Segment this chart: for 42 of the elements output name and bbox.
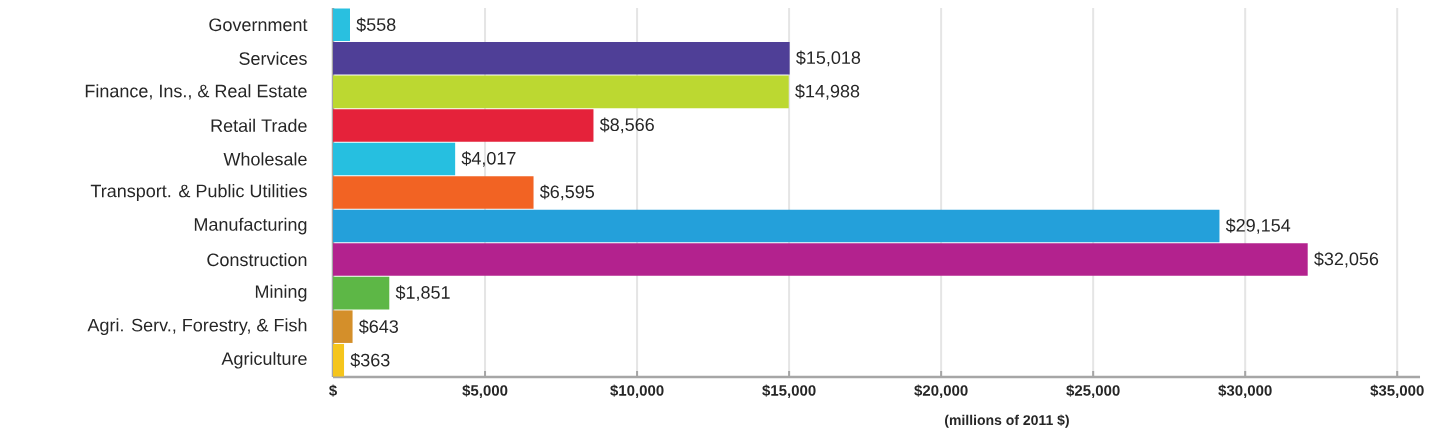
x-tick-label: $15,000	[762, 384, 816, 398]
x-tick-label: $30,000	[1218, 384, 1272, 398]
bar	[333, 8, 350, 42]
data-label: $29,154	[1225, 218, 1291, 234]
data-label: $643	[358, 319, 399, 334]
y-tick-label: Retail Trade	[211, 118, 307, 133]
y-tick-label: Finance, Ins., & Real Estate	[85, 84, 307, 100]
data-label: $6,595	[539, 184, 595, 201]
y-tick-label: Transport. & Public Utilities	[90, 184, 307, 201]
data-label: $558	[356, 17, 396, 33]
bar	[333, 42, 790, 75]
x-tick-label: $10,000	[610, 384, 664, 398]
y-tick-label: Government	[209, 18, 308, 32]
bar	[333, 109, 594, 142]
bar	[333, 75, 789, 109]
data-label: $4,017	[461, 151, 516, 167]
data-label: $15,018	[796, 50, 861, 67]
bar	[333, 176, 534, 209]
x-tick-label: $20,000	[914, 384, 968, 398]
y-tick-label: Services	[239, 51, 307, 65]
y-tick-label: Agri. Serv., Forestry, & Fish	[87, 318, 307, 336]
x-tick-label: $	[329, 384, 337, 397]
x-tick-label: $35,000	[1370, 384, 1424, 398]
x-tick-label: $25,000	[1066, 384, 1120, 398]
bar	[333, 142, 456, 176]
data-label: $8,566	[599, 117, 654, 134]
data-label: $363	[350, 352, 390, 368]
y-tick-label: Construction	[207, 252, 307, 267]
bar	[333, 209, 1220, 243]
bar	[333, 276, 390, 310]
data-label: $1,851	[395, 285, 450, 301]
data-label: $32,056	[1314, 251, 1379, 268]
y-tick-label: Manufacturing	[194, 217, 307, 235]
bar	[333, 343, 345, 377]
x-axis-title: (millions of 2011 $)	[945, 414, 1069, 428]
x-tick-label: $5,000	[462, 384, 508, 398]
y-tick-label: Mining	[255, 284, 307, 302]
data-label: $14,988	[795, 84, 860, 100]
bar	[333, 310, 353, 343]
bar	[333, 243, 1308, 276]
y-tick-label: Agriculture	[221, 351, 307, 369]
y-tick-label: Wholesale	[223, 152, 307, 166]
